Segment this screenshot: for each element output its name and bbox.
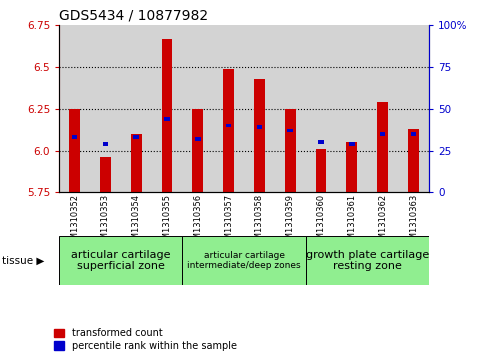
Bar	[213, 25, 244, 192]
Bar	[162, 39, 173, 192]
Bar	[380, 132, 386, 136]
Bar	[164, 117, 170, 121]
Bar	[59, 25, 90, 192]
Bar	[254, 79, 265, 192]
Legend: transformed count, percentile rank within the sample: transformed count, percentile rank withi…	[54, 328, 237, 351]
Bar	[182, 236, 306, 285]
Text: articular cartilage
superficial zone: articular cartilage superficial zone	[71, 250, 171, 271]
Bar	[244, 25, 275, 192]
Bar	[182, 25, 213, 192]
Bar	[72, 135, 77, 139]
Bar	[306, 25, 336, 192]
Bar	[69, 109, 80, 192]
Bar	[192, 109, 203, 192]
Bar	[367, 25, 398, 192]
Bar	[347, 142, 357, 192]
Bar	[377, 102, 388, 192]
Text: GDS5434 / 10877982: GDS5434 / 10877982	[59, 9, 208, 23]
Bar	[195, 137, 201, 141]
Text: articular cartilage
intermediate/deep zones: articular cartilage intermediate/deep zo…	[187, 251, 301, 270]
Bar	[103, 142, 108, 146]
Bar	[411, 132, 416, 136]
Bar	[275, 25, 306, 192]
Bar	[90, 25, 121, 192]
Bar	[318, 140, 324, 144]
Bar	[408, 129, 419, 192]
Bar	[306, 236, 429, 285]
Text: growth plate cartilage
resting zone: growth plate cartilage resting zone	[306, 250, 429, 271]
Bar	[349, 142, 354, 146]
Bar	[100, 157, 111, 192]
Bar	[134, 135, 139, 139]
Bar	[226, 124, 231, 127]
Bar	[336, 25, 367, 192]
Bar	[131, 134, 141, 192]
Bar	[121, 25, 152, 192]
Bar	[285, 109, 296, 192]
Bar	[59, 236, 182, 285]
Text: tissue ▶: tissue ▶	[2, 256, 45, 265]
Bar	[223, 69, 234, 192]
Bar	[257, 126, 262, 129]
Bar	[152, 25, 182, 192]
Bar	[398, 25, 429, 192]
Bar	[316, 149, 326, 192]
Bar	[287, 129, 293, 132]
